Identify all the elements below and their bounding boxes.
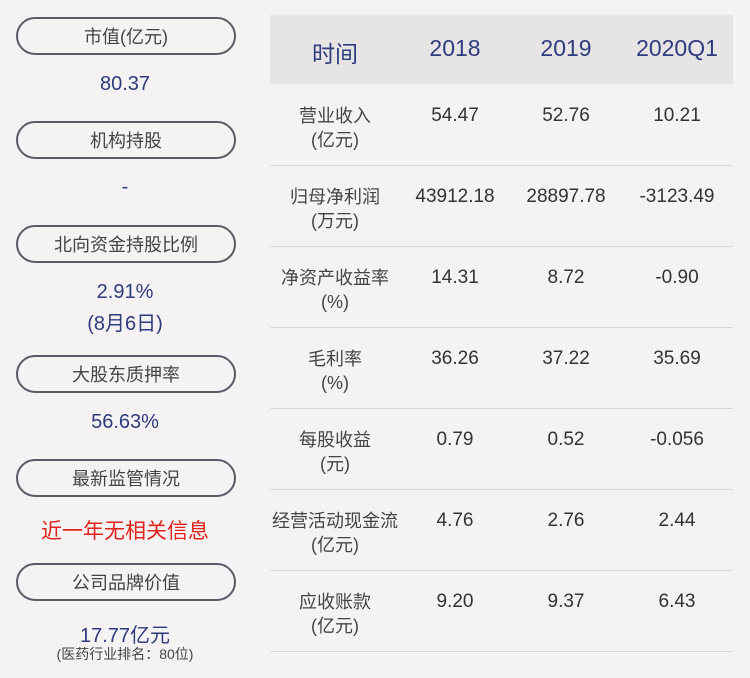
- row-label: 净资产收益率: [281, 268, 389, 288]
- row-divider: [270, 570, 733, 571]
- row-value: 9.37: [547, 591, 585, 612]
- summary-label: 机构持股: [16, 121, 236, 159]
- row-value: 2.76: [547, 510, 585, 531]
- summary-label: 市值(亿元): [16, 17, 236, 55]
- row-value: 28897.78: [526, 186, 606, 207]
- summary-value: -: [121, 176, 129, 198]
- row-divider: [270, 651, 733, 652]
- row-value: 10.21: [653, 105, 701, 126]
- summary-value: 近一年无相关信息: [41, 520, 209, 543]
- row-value: 6.43: [658, 591, 696, 612]
- row-divider: [270, 489, 733, 490]
- row-value: 36.26: [431, 348, 479, 369]
- row-unit: (%): [321, 373, 349, 393]
- row-value: 8.72: [547, 267, 585, 288]
- row-value: 43912.18: [415, 186, 495, 207]
- row-label: 归母净利润: [290, 187, 380, 207]
- row-divider: [270, 408, 733, 409]
- row-unit: (%): [321, 292, 349, 312]
- summary-value: 17.77亿元: [79, 625, 171, 647]
- row-label: 每股收益: [299, 430, 371, 450]
- summary-label: 公司品牌价值: [16, 563, 236, 601]
- summary-label: 最新监管情况: [16, 459, 236, 497]
- row-value: 35.69: [653, 348, 701, 369]
- row-value: 0.79: [436, 429, 474, 450]
- row-unit: (元): [320, 454, 350, 474]
- row-value: 54.47: [431, 105, 479, 126]
- row-label: 毛利率: [308, 349, 362, 369]
- row-value: -0.056: [650, 429, 704, 450]
- row-divider: [270, 327, 733, 328]
- row-value: 37.22: [542, 348, 590, 369]
- table-header-bg: [270, 15, 733, 84]
- summary-note: (8月6日): [87, 313, 163, 335]
- summary-label: 大股东质押率: [16, 355, 236, 393]
- row-label: 应收账款: [299, 592, 371, 612]
- row-value: 4.76: [436, 510, 474, 531]
- row-value: 2.44: [658, 510, 696, 531]
- row-unit: (万元): [311, 211, 359, 231]
- summary-value: 80.37: [99, 73, 151, 95]
- row-divider: [270, 165, 733, 166]
- summary-note: (医药行业排名：80位): [56, 646, 194, 662]
- table-header-cell: 时间: [312, 41, 358, 67]
- table-header-cell: 2019: [540, 35, 592, 61]
- table-header-cell: 2020Q1: [636, 35, 718, 61]
- row-value: 14.31: [431, 267, 479, 288]
- row-value: -0.90: [655, 267, 699, 288]
- row-divider: [270, 246, 733, 247]
- row-label: 营业收入: [299, 106, 371, 126]
- row-unit: (亿元): [311, 535, 359, 555]
- row-value: -3123.49: [639, 186, 715, 207]
- summary-label: 北向资金持股比例: [16, 225, 236, 263]
- row-value: 9.20: [436, 591, 474, 612]
- row-value: 52.76: [542, 105, 590, 126]
- summary-value: 2.91%: [96, 281, 154, 303]
- row-label: 经营活动现金流: [272, 511, 398, 531]
- row-value: 0.52: [547, 429, 585, 450]
- row-unit: (亿元): [311, 616, 359, 636]
- row-unit: (亿元): [311, 130, 359, 150]
- table-header-cell: 2018: [429, 35, 481, 61]
- summary-value: 56.63%: [91, 411, 159, 433]
